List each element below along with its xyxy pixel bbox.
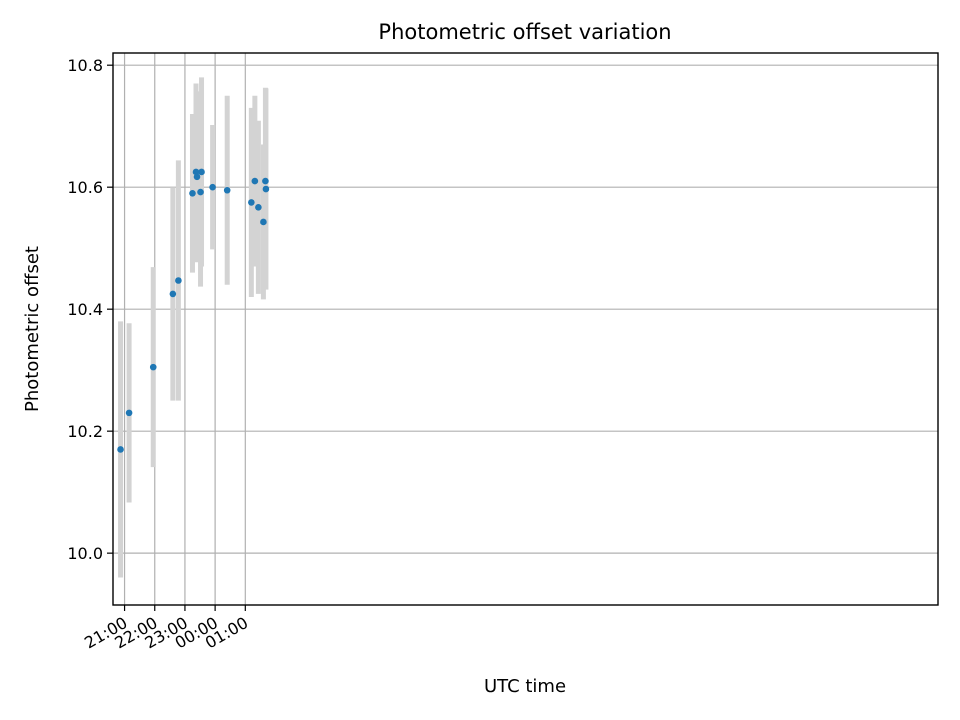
data-point <box>193 173 201 181</box>
y-tick-label: 10.0 <box>67 544 103 563</box>
data-point <box>262 185 270 193</box>
data-point <box>189 189 196 197</box>
data-point <box>223 186 231 194</box>
data-point <box>125 409 133 417</box>
y-tick-label: 10.2 <box>67 422 103 441</box>
y-axis-ticks: 10.0 10.2 10.4 10.6 10.8 <box>67 56 113 563</box>
data-points <box>117 168 270 453</box>
data-point <box>117 446 124 453</box>
y-tick-label: 10.8 <box>67 56 103 75</box>
data-point <box>198 168 205 176</box>
data-point <box>149 363 157 371</box>
data-point <box>255 204 262 211</box>
y-axis-label: Photometric offset <box>22 246 43 412</box>
data-point <box>251 177 259 185</box>
y-tick-label: 10.6 <box>67 178 103 197</box>
data-point <box>197 188 204 196</box>
plot-frame <box>112 52 939 606</box>
x-axis-label: UTC time <box>484 676 566 697</box>
data-point <box>262 177 269 185</box>
data-point <box>260 218 267 226</box>
y-tick-label: 10.4 <box>67 300 103 319</box>
data-point <box>175 277 182 284</box>
data-point <box>209 183 216 191</box>
data-point <box>169 290 177 298</box>
chart-title: Photometric offset variation <box>378 20 671 44</box>
data-point <box>248 199 255 206</box>
grid <box>113 53 938 605</box>
